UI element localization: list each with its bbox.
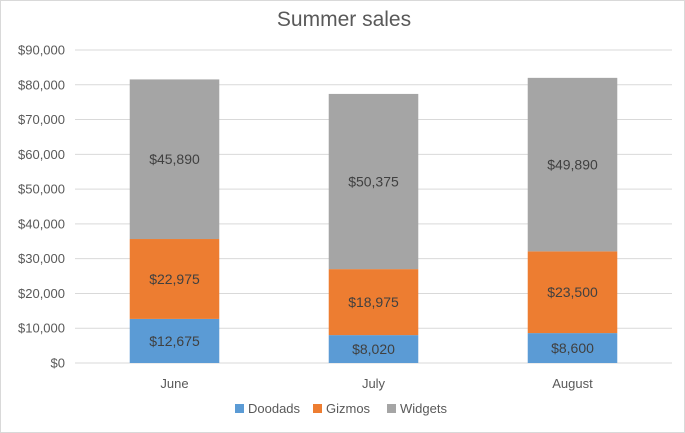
data-label-gizmos-june: $22,975: [149, 271, 200, 287]
x-tick-label: August: [552, 376, 593, 391]
data-label-widgets-july: $50,375: [348, 174, 399, 190]
y-axis-tick-labels: $0 $10,000 $20,000 $30,000 $40,000 $50,000 $60…: [18, 43, 65, 371]
x-tick-label: June: [160, 376, 188, 391]
bar-widgets-august: [527, 77, 618, 252]
legend-swatch-widgets: [387, 404, 396, 413]
legend-label-gizmos: Gizmos: [326, 401, 371, 416]
data-label-doodads-july: $8,020: [352, 341, 395, 357]
legend: Doodads Gizmos Widgets: [235, 401, 447, 416]
y-tick-label: $80,000: [18, 77, 65, 92]
bar-gizmos-july: [328, 269, 419, 336]
y-tick-label: $30,000: [18, 251, 65, 266]
data-label-gizmos-august: $23,500: [547, 284, 598, 300]
data-labels: $12,675 $22,975 $45,890 $8,020 $18,975 $50,37…: [149, 151, 598, 357]
y-tick-label: $10,000: [18, 321, 65, 336]
bar-widgets-july: [328, 93, 419, 270]
y-tick-label: $20,000: [18, 286, 65, 301]
y-tick-label: $50,000: [18, 182, 65, 197]
y-tick-label: $40,000: [18, 216, 65, 231]
data-label-doodads-june: $12,675: [149, 333, 200, 349]
legend-label-doodads: Doodads: [248, 401, 301, 416]
chart-title: Summer sales: [277, 8, 411, 31]
bar-segments: [129, 77, 618, 363]
bar-doodads-july: [328, 335, 419, 363]
data-label-doodads-august: $8,600: [551, 340, 594, 356]
x-tick-label: July: [362, 376, 386, 391]
data-label-widgets-june: $45,890: [149, 151, 200, 167]
bar-gizmos-august: [527, 251, 618, 334]
data-label-gizmos-july: $18,975: [348, 294, 399, 310]
bar-gizmos-june: [129, 239, 220, 319]
y-tick-label: $0: [51, 356, 65, 371]
bar-doodads-june: [129, 318, 220, 363]
y-tick-label: $60,000: [18, 147, 65, 162]
y-tick-label: $70,000: [18, 112, 65, 127]
legend-label-widgets: Widgets: [400, 401, 447, 416]
legend-swatch-doodads: [235, 404, 244, 413]
bar-doodads-august: [527, 333, 618, 363]
data-label-widgets-august: $49,890: [547, 157, 598, 173]
legend-swatch-gizmos: [313, 404, 322, 413]
y-tick-label: $90,000: [18, 43, 65, 58]
bar-widgets-june: [129, 79, 220, 240]
x-axis-tick-labels: June July August: [160, 376, 593, 391]
